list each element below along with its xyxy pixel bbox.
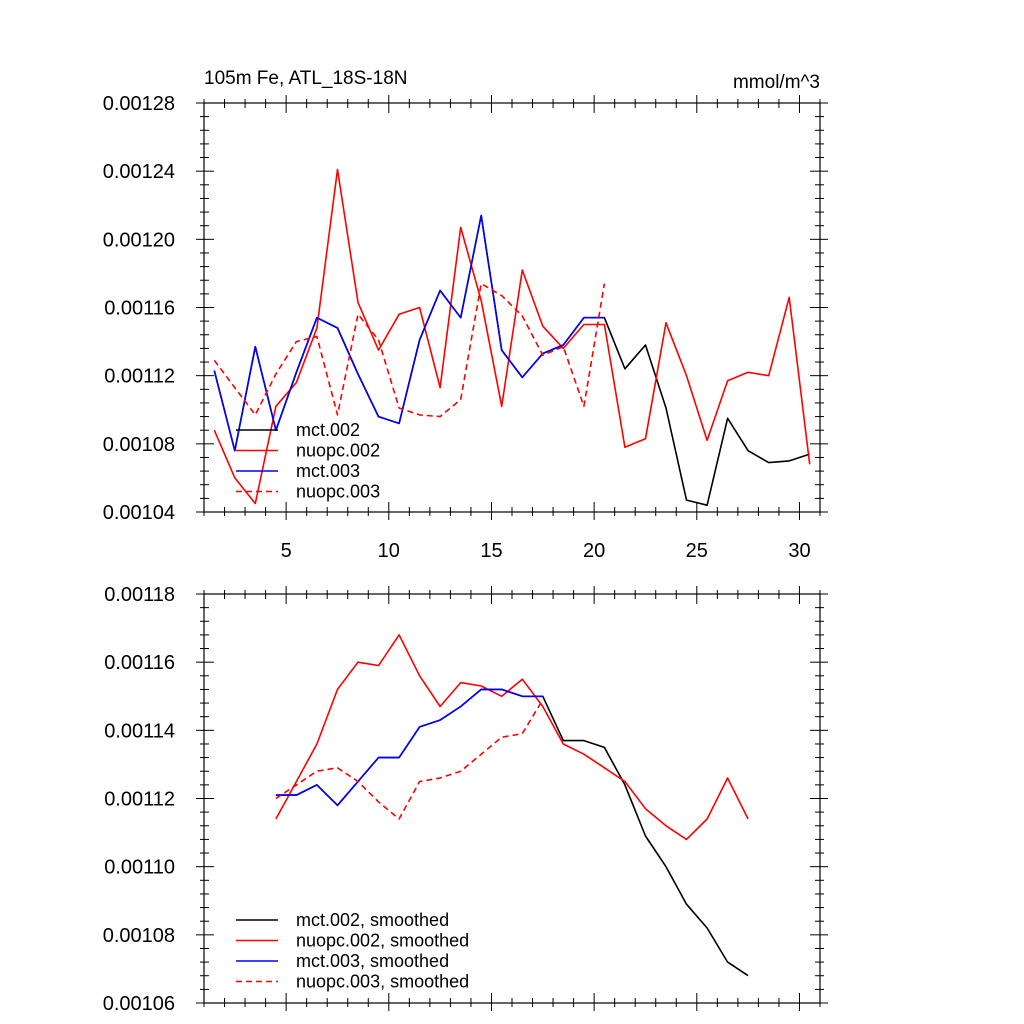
legend-label: nuopc.003 <box>296 482 380 502</box>
y-tick-label: 0.00104 <box>103 502 175 524</box>
y-tick-label: 0.00124 <box>103 161 175 183</box>
x-tick-label: 30 <box>788 540 810 562</box>
series-line-mct-003-smoothed <box>275 688 543 807</box>
y-tick-label: 0.00118 <box>104 584 175 606</box>
legend-label: nuopc.003, smoothed <box>296 972 469 992</box>
series-line-nuopc-003-smoothed <box>275 699 544 820</box>
y-tick-label: 0.00128 <box>103 93 175 115</box>
legend-label: nuopc.002 <box>296 441 380 461</box>
y-tick-label: 0.00114 <box>104 720 175 742</box>
x-tick-label: 5 <box>281 540 292 562</box>
legend-label: mct.002 <box>296 420 360 440</box>
series-line-nuopc-003 <box>213 282 606 418</box>
y-tick-label: 0.00120 <box>103 229 175 251</box>
x-tick-label: 10 <box>378 540 400 562</box>
legend-label: mct.003, smoothed <box>296 951 449 971</box>
bottom-panel: 0.00106 0.00108 0.00110 0.00112 0.00114 0.001… <box>103 584 828 1015</box>
chart-title: 105m Fe, ATL_18S-18N <box>204 68 407 89</box>
y-tick-label: 0.00112 <box>104 366 175 388</box>
y-tick-label: 0.00106 <box>103 993 175 1015</box>
series-line-mct-003 <box>213 214 605 452</box>
y-tick-label: 0.00108 <box>103 925 175 947</box>
legend-label: mct.003 <box>296 461 360 481</box>
y-tick-label: 0.00108 <box>103 434 175 456</box>
y-tick-label: 0.00110 <box>104 857 175 879</box>
legend-label: nuopc.002, smoothed <box>296 931 469 951</box>
top-panel: 105m Fe, ATL_18S-18N mmol/m^3 0.00104 0.0… <box>103 68 828 562</box>
series-line-nuopc-002-smoothed <box>275 634 749 841</box>
y-tick-label: 0.00116 <box>104 298 175 320</box>
x-tick-label: 15 <box>480 540 502 562</box>
y-tick-label: 0.00112 <box>104 789 175 811</box>
x-tick-label: 25 <box>686 540 708 562</box>
y-tick-label: 0.00116 <box>104 652 175 674</box>
units-label: mmol/m^3 <box>733 72 820 93</box>
x-tick-label: 20 <box>583 540 605 562</box>
legend-label: mct.002, smoothed <box>296 910 449 930</box>
